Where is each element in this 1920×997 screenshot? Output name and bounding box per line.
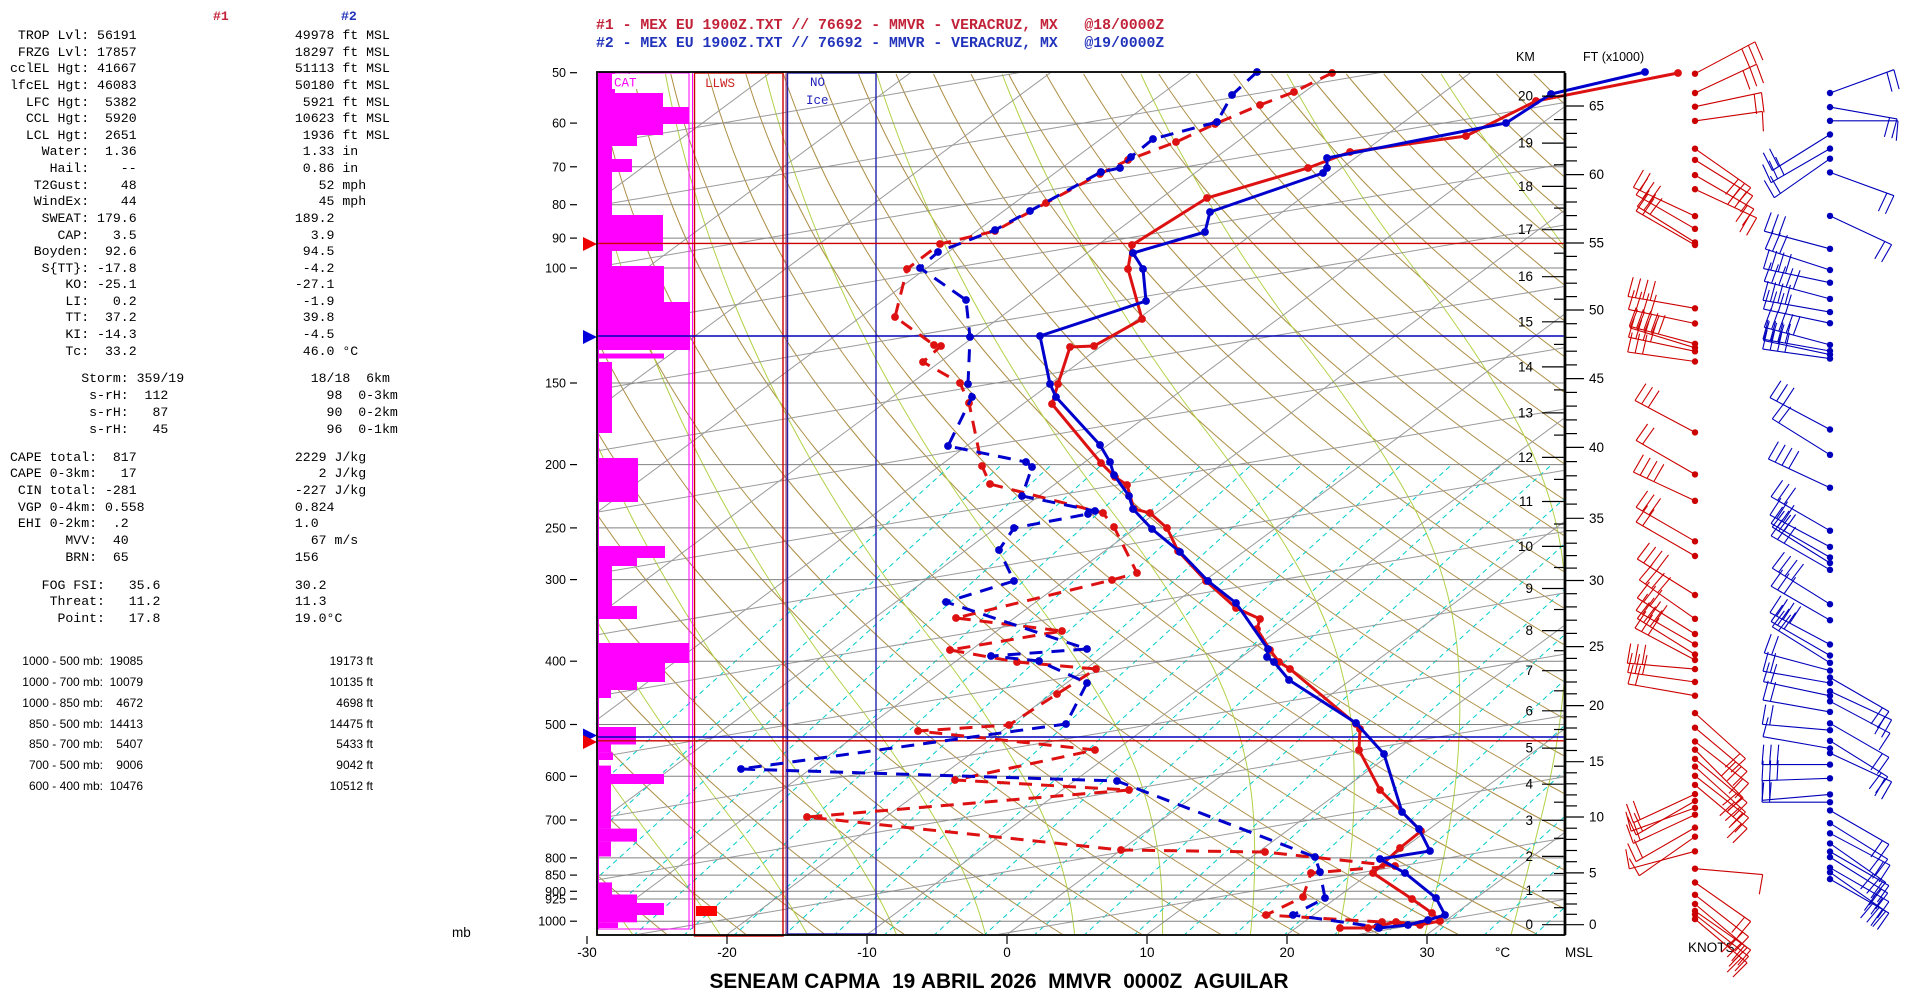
svg-text:12: 12 (1518, 450, 1533, 465)
svg-text:250: 250 (545, 521, 566, 535)
svg-text:400: 400 (545, 655, 566, 669)
svg-text:50: 50 (552, 66, 566, 80)
svg-text:4: 4 (1525, 777, 1533, 792)
svg-text:1000: 1000 (538, 915, 566, 929)
svg-text:100: 100 (545, 262, 566, 276)
svg-text:60: 60 (1589, 167, 1604, 182)
svg-text:25: 25 (1589, 639, 1604, 654)
svg-text:3: 3 (1525, 813, 1533, 828)
svg-text:8: 8 (1525, 623, 1533, 638)
svg-text:0: 0 (1003, 945, 1011, 960)
svg-text:20: 20 (1518, 89, 1533, 104)
svg-text:#2 - MEX EU 1900Z.TXT // 76692: #2 - MEX EU 1900Z.TXT // 76692 - MMVR - … (596, 36, 1164, 52)
svg-text:10: 10 (1518, 539, 1533, 554)
svg-text:20: 20 (1279, 945, 1294, 960)
svg-text:0: 0 (1589, 917, 1597, 932)
svg-text:55: 55 (1589, 236, 1604, 251)
svg-text:-10: -10 (857, 945, 877, 960)
svg-text:Ice: Ice (806, 94, 829, 108)
svg-text:LLWS: LLWS (705, 77, 735, 91)
svg-text:700: 700 (545, 814, 566, 828)
svg-text:5: 5 (1589, 865, 1597, 880)
svg-text:5: 5 (1525, 741, 1533, 756)
svg-text:16: 16 (1518, 269, 1533, 284)
svg-text:600: 600 (545, 770, 566, 784)
svg-text:70: 70 (552, 160, 566, 174)
svg-text:925: 925 (545, 893, 566, 907)
svg-text:10: 10 (1589, 810, 1604, 825)
svg-text:13: 13 (1518, 405, 1533, 420)
svg-text:30: 30 (1419, 945, 1434, 960)
svg-text:mb: mb (452, 925, 471, 940)
svg-text:FT (x1000): FT (x1000) (1583, 50, 1644, 64)
svg-text:15: 15 (1589, 754, 1604, 769)
svg-text:0: 0 (1525, 917, 1533, 932)
svg-text:150: 150 (545, 377, 566, 391)
svg-text:17: 17 (1518, 222, 1533, 237)
svg-text:SENEAM CAPMA 19 ABRIL 2026 M: SENEAM CAPMA 19 ABRIL 2026 MMVR 0000Z AG… (710, 970, 1289, 993)
svg-text:18: 18 (1518, 179, 1533, 194)
svg-text:2: 2 (1525, 849, 1533, 864)
svg-text:°C: °C (1495, 945, 1510, 960)
svg-text:-20: -20 (717, 945, 737, 960)
svg-text:#1: #1 (213, 9, 229, 24)
svg-text:800: 800 (545, 851, 566, 865)
svg-text:15: 15 (1518, 314, 1533, 329)
svg-text:19: 19 (1518, 136, 1533, 151)
svg-text:KM: KM (1516, 50, 1535, 64)
svg-text:NO: NO (810, 76, 825, 90)
svg-text:50: 50 (1589, 303, 1604, 318)
svg-text:-30: -30 (577, 945, 597, 960)
svg-text:10: 10 (1139, 945, 1154, 960)
svg-text:11: 11 (1519, 494, 1533, 509)
svg-text:40: 40 (1589, 440, 1604, 455)
svg-text:#2: #2 (341, 9, 357, 24)
svg-text:90: 90 (552, 232, 566, 246)
svg-text:20: 20 (1589, 698, 1604, 713)
svg-text:60: 60 (552, 117, 566, 131)
svg-text:900: 900 (545, 885, 566, 899)
svg-text:CAT: CAT (614, 77, 637, 91)
svg-text:35: 35 (1589, 511, 1604, 526)
svg-text:9: 9 (1525, 581, 1533, 596)
svg-text:6: 6 (1525, 703, 1533, 718)
svg-text:500: 500 (545, 718, 566, 732)
svg-text:14: 14 (1518, 359, 1534, 374)
svg-text:80: 80 (552, 198, 566, 212)
svg-text:MSL: MSL (1565, 945, 1593, 960)
svg-text:45: 45 (1589, 371, 1604, 386)
svg-text:65: 65 (1589, 99, 1604, 114)
svg-text:300: 300 (545, 573, 566, 587)
svg-text:200: 200 (545, 458, 566, 472)
svg-text:#1 - MEX EU 1900Z.TXT // 76692: #1 - MEX EU 1900Z.TXT // 76692 - MMVR - … (596, 18, 1164, 34)
svg-text:7: 7 (1525, 663, 1533, 678)
svg-text:30: 30 (1589, 573, 1604, 588)
svg-text:850: 850 (545, 869, 566, 883)
svg-text:KNOTS: KNOTS (1688, 940, 1735, 955)
svg-text:1: 1 (1525, 883, 1533, 898)
